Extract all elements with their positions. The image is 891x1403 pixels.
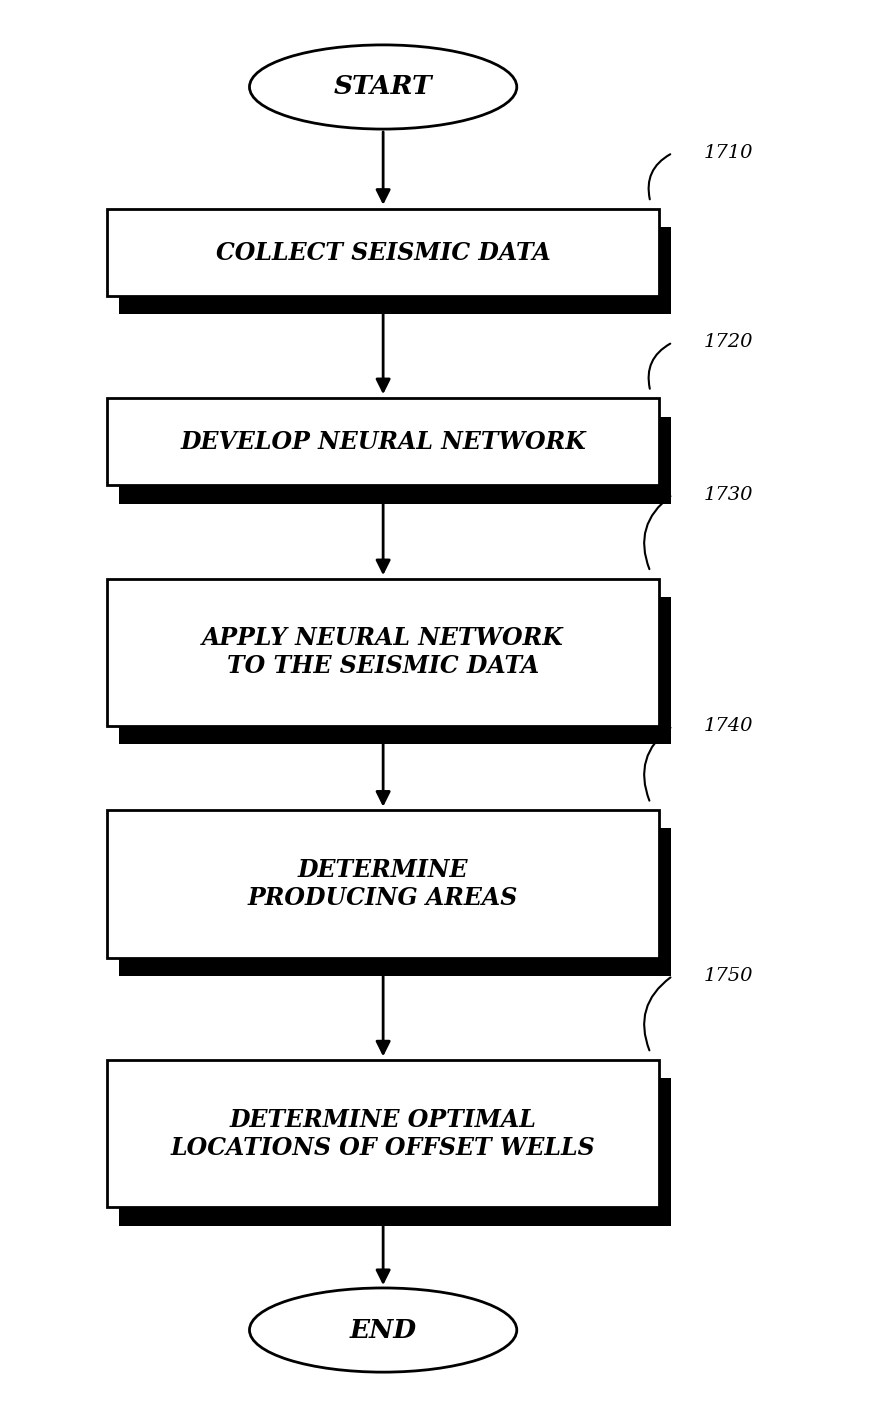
Text: DEVELOP NEURAL NETWORK: DEVELOP NEURAL NETWORK — [180, 429, 586, 455]
FancyBboxPatch shape — [119, 227, 671, 314]
Text: APPLY NEURAL NETWORK
TO THE SEISMIC DATA: APPLY NEURAL NETWORK TO THE SEISMIC DATA — [202, 627, 564, 678]
Ellipse shape — [249, 45, 517, 129]
FancyBboxPatch shape — [107, 811, 659, 957]
FancyBboxPatch shape — [119, 1078, 671, 1226]
Text: START: START — [334, 74, 432, 100]
FancyBboxPatch shape — [107, 578, 659, 725]
Ellipse shape — [249, 1288, 517, 1372]
Text: DETERMINE
PRODUCING AREAS: DETERMINE PRODUCING AREAS — [248, 859, 519, 909]
Text: END: END — [349, 1317, 417, 1343]
FancyBboxPatch shape — [119, 417, 671, 504]
Text: COLLECT SEISMIC DATA: COLLECT SEISMIC DATA — [216, 240, 551, 265]
FancyBboxPatch shape — [119, 828, 671, 976]
FancyBboxPatch shape — [107, 398, 659, 485]
Text: 1740: 1740 — [704, 717, 754, 735]
FancyBboxPatch shape — [107, 209, 659, 296]
Text: DETERMINE OPTIMAL
LOCATIONS OF OFFSET WELLS: DETERMINE OPTIMAL LOCATIONS OF OFFSET WE… — [171, 1108, 595, 1159]
Text: 1720: 1720 — [704, 334, 754, 351]
FancyBboxPatch shape — [119, 598, 671, 744]
FancyBboxPatch shape — [107, 1061, 659, 1207]
Text: 1750: 1750 — [704, 967, 754, 985]
Text: 1710: 1710 — [704, 145, 754, 161]
Text: 1730: 1730 — [704, 485, 754, 504]
